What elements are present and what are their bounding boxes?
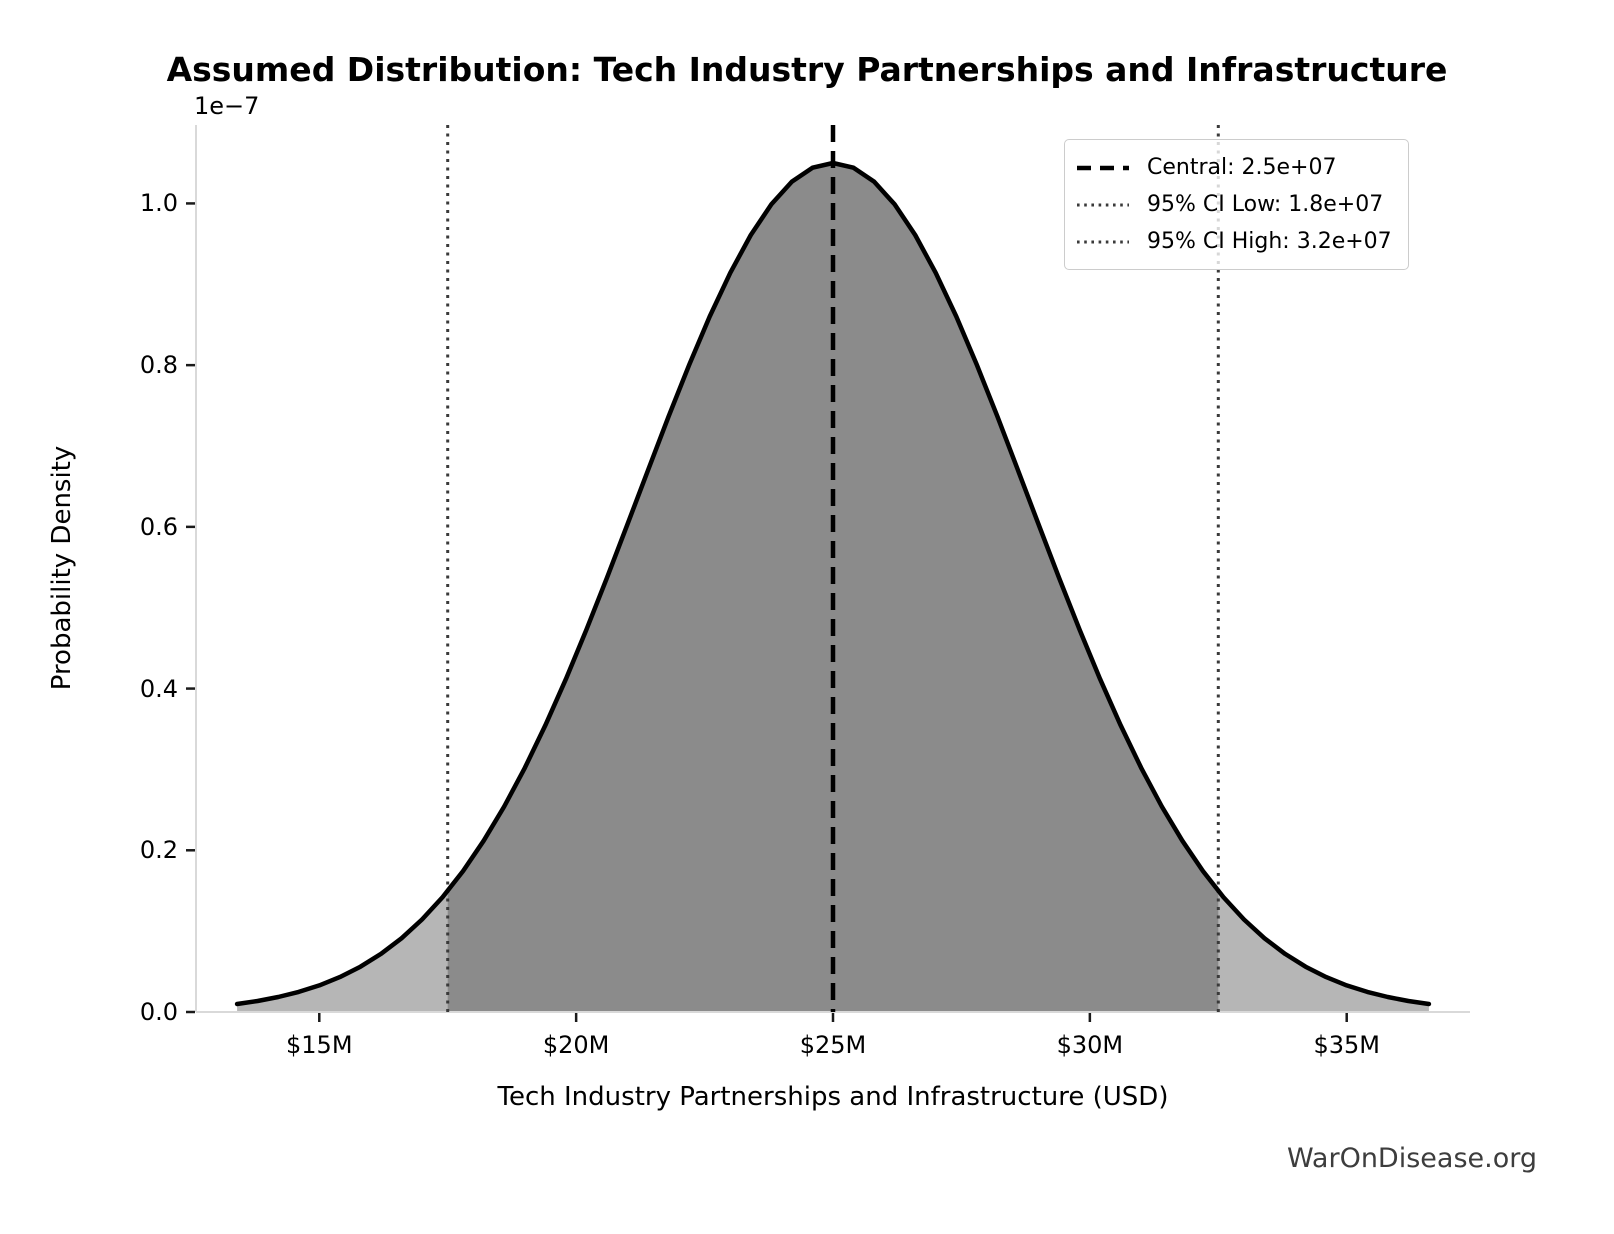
legend-entry-label: 95% CI High: 3.2e+07 <box>1147 229 1392 254</box>
legend-entry-label: Central: 2.5e+07 <box>1147 155 1337 180</box>
dashed-line-sample-icon <box>1077 165 1129 170</box>
legend: Central: 2.5e+07 95% CI Low: 1.8e+07 95% C… <box>1064 139 1409 270</box>
y-tick-marks <box>186 202 195 1014</box>
watermark: WarOnDisease.org <box>1286 1143 1537 1174</box>
confidence-interval-fill <box>447 163 1219 1012</box>
y-axis-offset-label: 1e−7 <box>194 92 260 120</box>
legend-entry-label: 95% CI Low: 1.8e+07 <box>1147 192 1384 217</box>
dotted-line-sample-icon <box>1077 240 1129 243</box>
y-tick-label: 0.0 <box>139 998 178 1026</box>
x-tick-label: $20M <box>542 1031 610 1059</box>
x-tick-label: $15M <box>286 1031 353 1059</box>
y-tick-label: 0.8 <box>139 351 178 380</box>
y-tick-label: 0.2 <box>139 836 178 865</box>
x-tick-label: $30M <box>1056 1031 1124 1059</box>
plot-area <box>186 125 1470 1022</box>
density-curve <box>234 160 1432 1007</box>
x-axis-label: Tech Industry Partnerships and Infrastru… <box>497 1082 1169 1112</box>
legend-entry: 95% CI Low: 1.8e+07 <box>1075 186 1392 223</box>
y-tick-label: 0.4 <box>139 674 178 703</box>
x-tick-label: $35M <box>1313 1031 1380 1059</box>
dotted-line-sample-icon <box>1077 203 1129 206</box>
legend-entry: 95% CI High: 3.2e+07 <box>1075 223 1392 260</box>
y-axis-label: Probability Density <box>47 445 77 691</box>
legend-entry: Central: 2.5e+07 <box>1075 149 1392 186</box>
y-tick-label: 0.6 <box>139 512 178 541</box>
y-tick-label: 1.0 <box>139 189 178 218</box>
x-tick-marks <box>318 1013 1348 1022</box>
x-tick-label: $25M <box>799 1031 867 1059</box>
chart-title: Assumed Distribution: Tech Industry Part… <box>166 50 1448 89</box>
